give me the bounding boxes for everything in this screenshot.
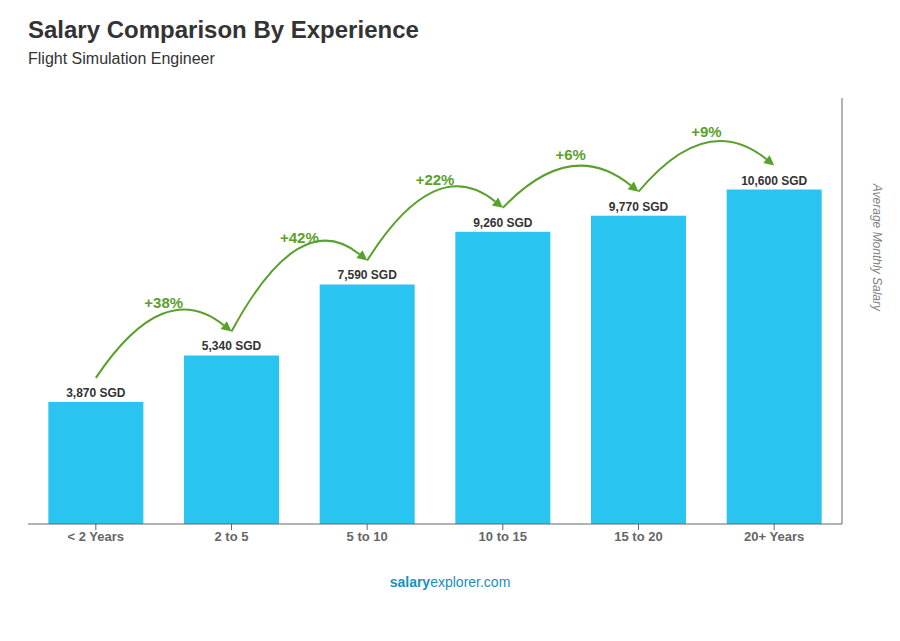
svg-text:< 2 Years: < 2 Years	[68, 529, 125, 544]
svg-text:5 to 10: 5 to 10	[347, 529, 388, 544]
svg-text:Average Monthly Salary: Average Monthly Salary	[870, 183, 884, 312]
svg-text:+42%: +42%	[280, 229, 319, 246]
svg-text:9,770 SGD: 9,770 SGD	[609, 200, 669, 214]
svg-text:10 to 15: 10 to 15	[479, 529, 527, 544]
html-text:Salary Comparison By Experienc: Salary Comparison By Experience	[28, 16, 419, 43]
svg-text:5,340 SGD: 5,340 SGD	[202, 339, 262, 353]
html-text:Flight Simulation Engineer: Flight Simulation Engineer	[28, 50, 215, 67]
svg-text:7,590 SGD: 7,590 SGD	[337, 268, 397, 282]
svg-text:+6%: +6%	[555, 146, 585, 163]
svg-text:+9%: +9%	[691, 123, 721, 140]
svg-text:2 to 5: 2 to 5	[215, 529, 249, 544]
svg-text:+38%: +38%	[144, 294, 183, 311]
svg-text:9,260 SGD: 9,260 SGD	[473, 216, 533, 230]
svg-text:3,870 SGD: 3,870 SGD	[66, 386, 126, 400]
svg-text:20+ Years: 20+ Years	[744, 529, 804, 544]
svg-text:15 to 20: 15 to 20	[614, 529, 662, 544]
svg-text:+22%: +22%	[416, 171, 455, 188]
svg-text:10,600 SGD: 10,600 SGD	[741, 174, 807, 188]
html-text:salary explorer.com: salary explorer.com	[389, 574, 511, 590]
